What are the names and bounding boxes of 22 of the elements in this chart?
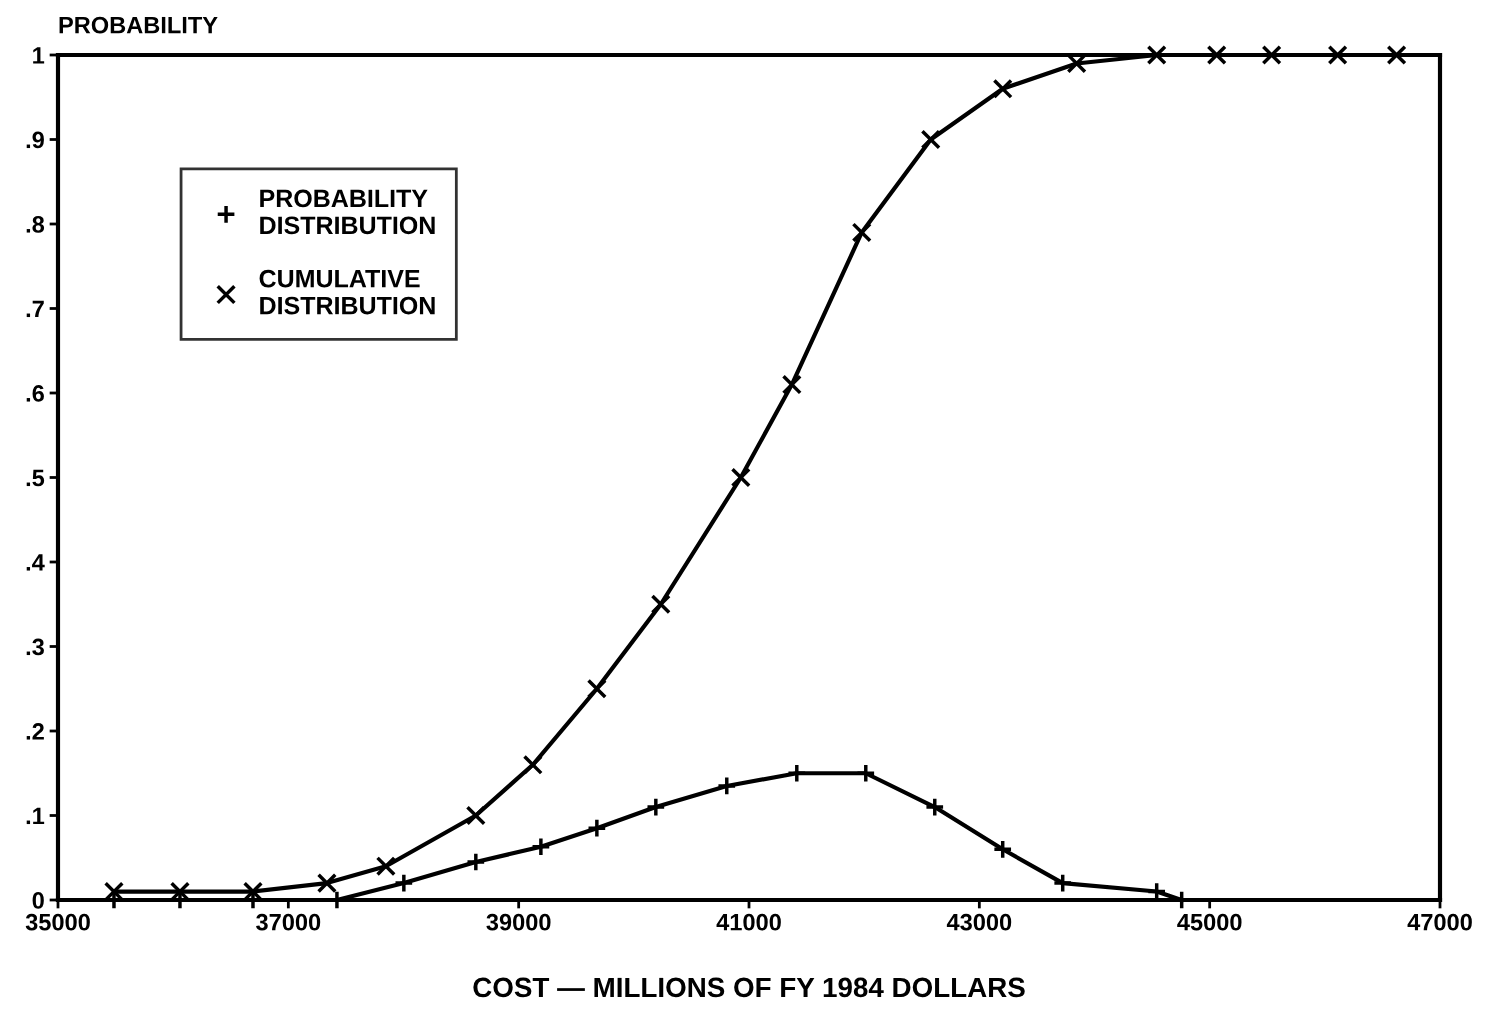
x-tick-label: 45000 xyxy=(1177,913,1242,931)
y-tick-label: .6 xyxy=(26,385,44,402)
x-axis-title: COST — MILLIONS OF FY 1984 DOLLARS xyxy=(473,977,1025,998)
y-tick-label: .7 xyxy=(26,300,44,318)
legend-label: PROBABILITY DISTRIBUTION xyxy=(260,189,435,235)
legend-label: CUMULATIVE DISTRIBUTION xyxy=(259,269,435,315)
x-tick-label: 47000 xyxy=(1407,913,1472,931)
y-tick-label: 1 xyxy=(33,47,45,64)
y-tick-label: .2 xyxy=(26,723,44,740)
y-axis-title: PROBABILITY xyxy=(59,16,218,34)
x-tick-label: 39000 xyxy=(486,913,551,931)
x-tick-label: 41000 xyxy=(716,913,781,931)
y-tick-label: .8 xyxy=(26,216,45,233)
y-tick-label: .9 xyxy=(26,131,44,149)
y-tick-label: 0 xyxy=(32,892,44,909)
y-tick-label: .4 xyxy=(26,554,45,571)
x-tick-label: 37000 xyxy=(256,913,321,931)
y-tick-label: .1 xyxy=(26,807,45,825)
x-tick-label: 35000 xyxy=(25,913,90,931)
x-tick-label: 43000 xyxy=(946,913,1012,931)
y-tick-label: .3 xyxy=(26,638,44,656)
y-tick-label: .5 xyxy=(26,469,45,487)
